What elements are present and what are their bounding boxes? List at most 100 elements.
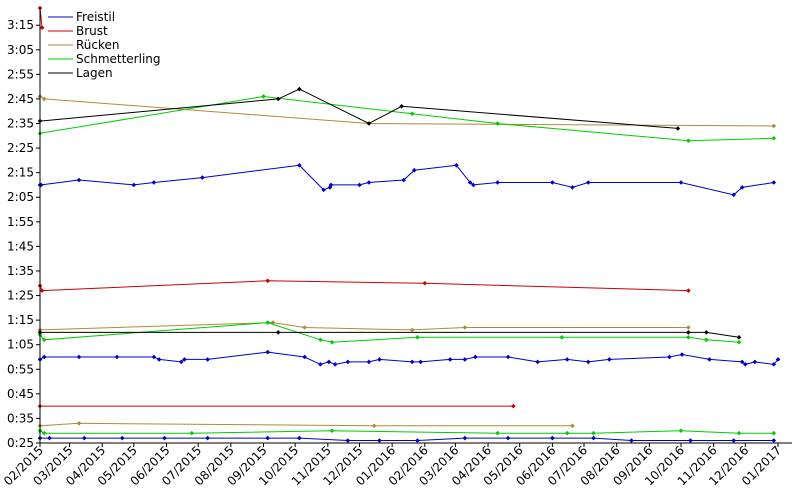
data-point [564, 357, 570, 362]
series-line [39, 430, 774, 434]
data-point [467, 180, 473, 185]
data-point [114, 354, 120, 360]
data-point [329, 428, 335, 434]
series-layer [37, 5, 781, 443]
data-point [345, 438, 351, 443]
y-tick-label: 1:55 [7, 215, 34, 229]
data-point [771, 180, 777, 185]
data-point [409, 359, 415, 365]
data-point [377, 357, 382, 362]
data-point [297, 435, 302, 441]
y-tick-label: 0:55 [7, 362, 34, 376]
data-point [418, 359, 423, 365]
data-point [415, 438, 420, 443]
data-point [261, 94, 266, 99]
y-tick-label: 3:15 [7, 18, 34, 32]
y-tick-label: 0:25 [7, 436, 34, 450]
data-point [318, 337, 323, 343]
data-point [182, 357, 187, 362]
data-point [667, 354, 672, 360]
data-point [326, 359, 332, 365]
data-point [511, 403, 516, 409]
data-point [41, 354, 47, 360]
series-line [39, 322, 689, 331]
data-point [401, 177, 407, 183]
series-lagen [37, 86, 742, 340]
data-point [591, 435, 596, 441]
data-point [585, 180, 591, 185]
data-point [505, 354, 511, 360]
data-point [76, 177, 82, 183]
data-point [607, 357, 612, 362]
data-point [119, 435, 125, 441]
data-point [686, 335, 691, 340]
data-point [76, 421, 82, 426]
data-point [462, 325, 468, 330]
data-point [162, 435, 167, 441]
series-line [39, 351, 779, 365]
legend-item-schmetterling: Schmetterling [48, 52, 161, 66]
data-point [411, 167, 417, 173]
data-point [495, 121, 500, 126]
data-point [377, 438, 382, 443]
data-point [409, 111, 415, 116]
data-point [473, 354, 478, 360]
data-point [731, 192, 737, 198]
data-point [771, 438, 777, 443]
data-point [265, 435, 271, 441]
y-tick-label: 0:35 [7, 411, 34, 425]
data-point [39, 288, 45, 293]
data-point [743, 362, 748, 367]
data-point [771, 135, 777, 141]
data-point [318, 362, 323, 367]
y-tick-label: 2:45 [7, 92, 34, 106]
data-point [366, 121, 372, 126]
y-tick-label: 1:25 [7, 289, 34, 303]
legend-label: Brust [76, 24, 108, 38]
data-point [454, 162, 459, 168]
legend-item-freistil: Freistil [48, 10, 115, 24]
data-point [739, 185, 745, 190]
data-point [771, 362, 777, 367]
data-point [679, 352, 685, 357]
data-point [707, 357, 712, 362]
series-line [39, 96, 774, 127]
data-point [736, 430, 742, 436]
data-point [76, 354, 82, 360]
data-point [704, 337, 709, 343]
series-line [40, 437, 774, 441]
y-tick-label: 3:05 [7, 43, 34, 57]
data-point [686, 330, 691, 335]
data-point [265, 278, 271, 284]
data-point [505, 435, 511, 441]
data-point [205, 357, 210, 362]
data-point [550, 180, 555, 185]
data-point [559, 335, 565, 340]
data-point [471, 182, 476, 188]
data-point [399, 104, 404, 109]
data-point [771, 123, 777, 129]
series-line [39, 422, 573, 427]
data-point [775, 357, 781, 362]
data-point [321, 187, 326, 193]
data-point [205, 435, 210, 441]
legend-item-brust: Brust [48, 24, 108, 38]
legend-item-lagen: Lagen [48, 66, 113, 80]
data-point [629, 438, 634, 443]
data-point [564, 430, 570, 436]
data-point [462, 435, 468, 441]
y-tick-label: 1:05 [7, 338, 34, 352]
data-point [265, 349, 271, 355]
data-point [327, 185, 333, 190]
data-point [178, 359, 184, 365]
y-tick-label: 2:35 [7, 117, 34, 131]
y-tick-label: 1:35 [7, 264, 34, 278]
axes-layer: 0:25 0:35 0:45 0:55 1:05 1:15 1:25 1:35 1:45 1:55… [1, 8, 792, 488]
data-point [731, 438, 737, 443]
data-point [678, 428, 684, 434]
data-point [736, 335, 742, 340]
data-point [47, 435, 52, 441]
series-line [39, 88, 678, 129]
